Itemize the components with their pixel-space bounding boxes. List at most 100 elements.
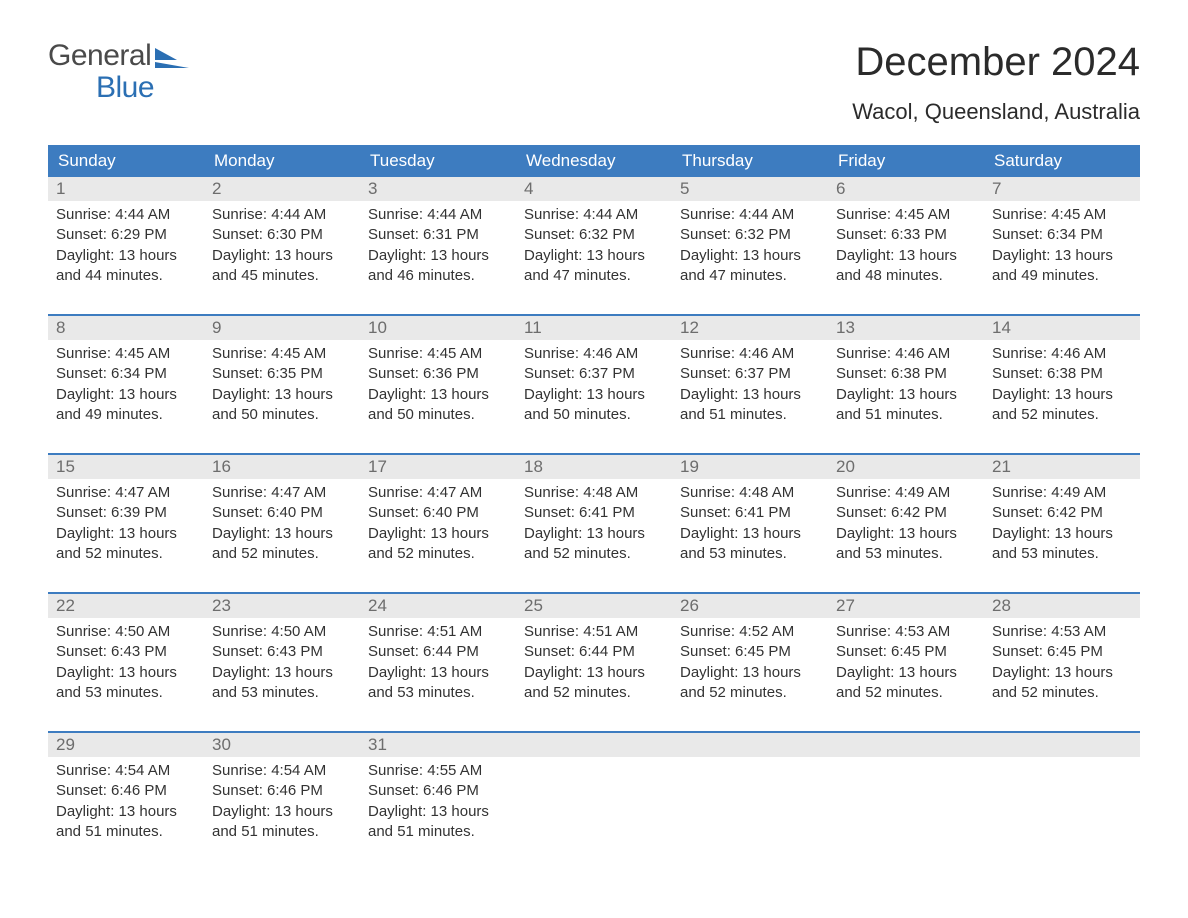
day-cell: Sunrise: 4:52 AMSunset: 6:45 PMDaylight:…	[672, 618, 828, 732]
day-cell: Sunrise: 4:44 AMSunset: 6:30 PMDaylight:…	[204, 201, 360, 315]
sunset-text: Sunset: 6:32 PM	[524, 225, 664, 245]
daylight-text: Daylight: 13 hours	[524, 524, 664, 544]
daylight-text: Daylight: 13 hours	[368, 246, 508, 266]
daylight-text: and 53 minutes.	[212, 683, 352, 703]
weekday-header: Wednesday	[516, 145, 672, 177]
day-cell: Sunrise: 4:48 AMSunset: 6:41 PMDaylight:…	[516, 479, 672, 593]
day-cell: Sunrise: 4:47 AMSunset: 6:39 PMDaylight:…	[48, 479, 204, 593]
daylight-text: and 52 minutes.	[524, 683, 664, 703]
daylight-text: and 52 minutes.	[992, 405, 1132, 425]
day-detail-row: Sunrise: 4:45 AMSunset: 6:34 PMDaylight:…	[48, 340, 1140, 454]
daylight-text: Daylight: 13 hours	[524, 663, 664, 683]
day-cell: Sunrise: 4:53 AMSunset: 6:45 PMDaylight:…	[984, 618, 1140, 732]
sunrise-text: Sunrise: 4:45 AM	[836, 205, 976, 225]
day-number: 4	[516, 177, 672, 201]
daylight-text: and 52 minutes.	[56, 544, 196, 564]
daylight-text: Daylight: 13 hours	[836, 246, 976, 266]
sunrise-text: Sunrise: 4:49 AM	[992, 483, 1132, 503]
sunset-text: Sunset: 6:29 PM	[56, 225, 196, 245]
empty-day-number	[516, 733, 672, 757]
sunset-text: Sunset: 6:42 PM	[992, 503, 1132, 523]
sunrise-text: Sunrise: 4:53 AM	[836, 622, 976, 642]
day-number-row: 293031	[48, 733, 1140, 757]
day-number: 3	[360, 177, 516, 201]
day-cell: Sunrise: 4:53 AMSunset: 6:45 PMDaylight:…	[828, 618, 984, 732]
day-cell: Sunrise: 4:45 AMSunset: 6:36 PMDaylight:…	[360, 340, 516, 454]
daylight-text: and 53 minutes.	[56, 683, 196, 703]
day-cell: Sunrise: 4:55 AMSunset: 6:46 PMDaylight:…	[360, 757, 516, 870]
daylight-text: Daylight: 13 hours	[368, 663, 508, 683]
daylight-text: and 48 minutes.	[836, 266, 976, 286]
day-number: 5	[672, 177, 828, 201]
sunset-text: Sunset: 6:44 PM	[368, 642, 508, 662]
day-number: 31	[360, 733, 516, 757]
daylight-text: Daylight: 13 hours	[524, 385, 664, 405]
day-number: 14	[984, 316, 1140, 340]
day-cell: Sunrise: 4:46 AMSunset: 6:37 PMDaylight:…	[516, 340, 672, 454]
daylight-text: Daylight: 13 hours	[212, 246, 352, 266]
daylight-text: Daylight: 13 hours	[212, 524, 352, 544]
header: General Blue December 2024 Wacol, Queens…	[48, 40, 1140, 125]
sunset-text: Sunset: 6:46 PM	[368, 781, 508, 801]
sunrise-text: Sunrise: 4:47 AM	[368, 483, 508, 503]
sunset-text: Sunset: 6:46 PM	[212, 781, 352, 801]
daylight-text: Daylight: 13 hours	[368, 385, 508, 405]
empty-day-number	[828, 733, 984, 757]
weekday-header: Monday	[204, 145, 360, 177]
daylight-text: Daylight: 13 hours	[992, 385, 1132, 405]
sunrise-text: Sunrise: 4:52 AM	[680, 622, 820, 642]
daylight-text: and 49 minutes.	[992, 266, 1132, 286]
sunrise-text: Sunrise: 4:47 AM	[212, 483, 352, 503]
sunrise-text: Sunrise: 4:44 AM	[680, 205, 820, 225]
day-cell: Sunrise: 4:49 AMSunset: 6:42 PMDaylight:…	[984, 479, 1140, 593]
day-cell: Sunrise: 4:45 AMSunset: 6:33 PMDaylight:…	[828, 201, 984, 315]
daylight-text: Daylight: 13 hours	[992, 524, 1132, 544]
empty-day-number	[672, 733, 828, 757]
sunset-text: Sunset: 6:34 PM	[992, 225, 1132, 245]
day-number: 21	[984, 455, 1140, 479]
sunrise-text: Sunrise: 4:47 AM	[56, 483, 196, 503]
day-cell: Sunrise: 4:54 AMSunset: 6:46 PMDaylight:…	[204, 757, 360, 870]
sunrise-text: Sunrise: 4:50 AM	[212, 622, 352, 642]
sunset-text: Sunset: 6:38 PM	[992, 364, 1132, 384]
day-number: 20	[828, 455, 984, 479]
logo-text-general: General	[48, 40, 151, 72]
daylight-text: and 51 minutes.	[56, 822, 196, 842]
day-cell: Sunrise: 4:44 AMSunset: 6:32 PMDaylight:…	[672, 201, 828, 315]
weekday-header-row: Sunday Monday Tuesday Wednesday Thursday…	[48, 145, 1140, 177]
day-cell: Sunrise: 4:44 AMSunset: 6:32 PMDaylight:…	[516, 201, 672, 315]
daylight-text: Daylight: 13 hours	[680, 385, 820, 405]
day-number: 17	[360, 455, 516, 479]
empty-day-cell	[984, 757, 1140, 870]
daylight-text: Daylight: 13 hours	[680, 246, 820, 266]
daylight-text: Daylight: 13 hours	[836, 663, 976, 683]
day-cell: Sunrise: 4:51 AMSunset: 6:44 PMDaylight:…	[516, 618, 672, 732]
day-number-row: 22232425262728	[48, 594, 1140, 618]
day-cell: Sunrise: 4:46 AMSunset: 6:37 PMDaylight:…	[672, 340, 828, 454]
daylight-text: Daylight: 13 hours	[212, 663, 352, 683]
daylight-text: and 52 minutes.	[836, 683, 976, 703]
day-cell: Sunrise: 4:45 AMSunset: 6:34 PMDaylight:…	[984, 201, 1140, 315]
sunrise-text: Sunrise: 4:51 AM	[524, 622, 664, 642]
weekday-header: Friday	[828, 145, 984, 177]
daylight-text: Daylight: 13 hours	[368, 802, 508, 822]
day-number: 19	[672, 455, 828, 479]
day-number: 9	[204, 316, 360, 340]
sunset-text: Sunset: 6:32 PM	[680, 225, 820, 245]
month-title: December 2024	[852, 40, 1140, 85]
sunset-text: Sunset: 6:46 PM	[56, 781, 196, 801]
day-number: 1	[48, 177, 204, 201]
daylight-text: Daylight: 13 hours	[680, 524, 820, 544]
sunset-text: Sunset: 6:39 PM	[56, 503, 196, 523]
sunset-text: Sunset: 6:40 PM	[368, 503, 508, 523]
sunrise-text: Sunrise: 4:45 AM	[56, 344, 196, 364]
sunrise-text: Sunrise: 4:54 AM	[56, 761, 196, 781]
daylight-text: Daylight: 13 hours	[992, 246, 1132, 266]
daylight-text: and 52 minutes.	[368, 544, 508, 564]
daylight-text: Daylight: 13 hours	[836, 524, 976, 544]
daylight-text: and 52 minutes.	[680, 683, 820, 703]
sunrise-text: Sunrise: 4:44 AM	[212, 205, 352, 225]
sunrise-text: Sunrise: 4:46 AM	[836, 344, 976, 364]
title-block: December 2024 Wacol, Queensland, Austral…	[852, 40, 1140, 125]
day-number: 24	[360, 594, 516, 618]
